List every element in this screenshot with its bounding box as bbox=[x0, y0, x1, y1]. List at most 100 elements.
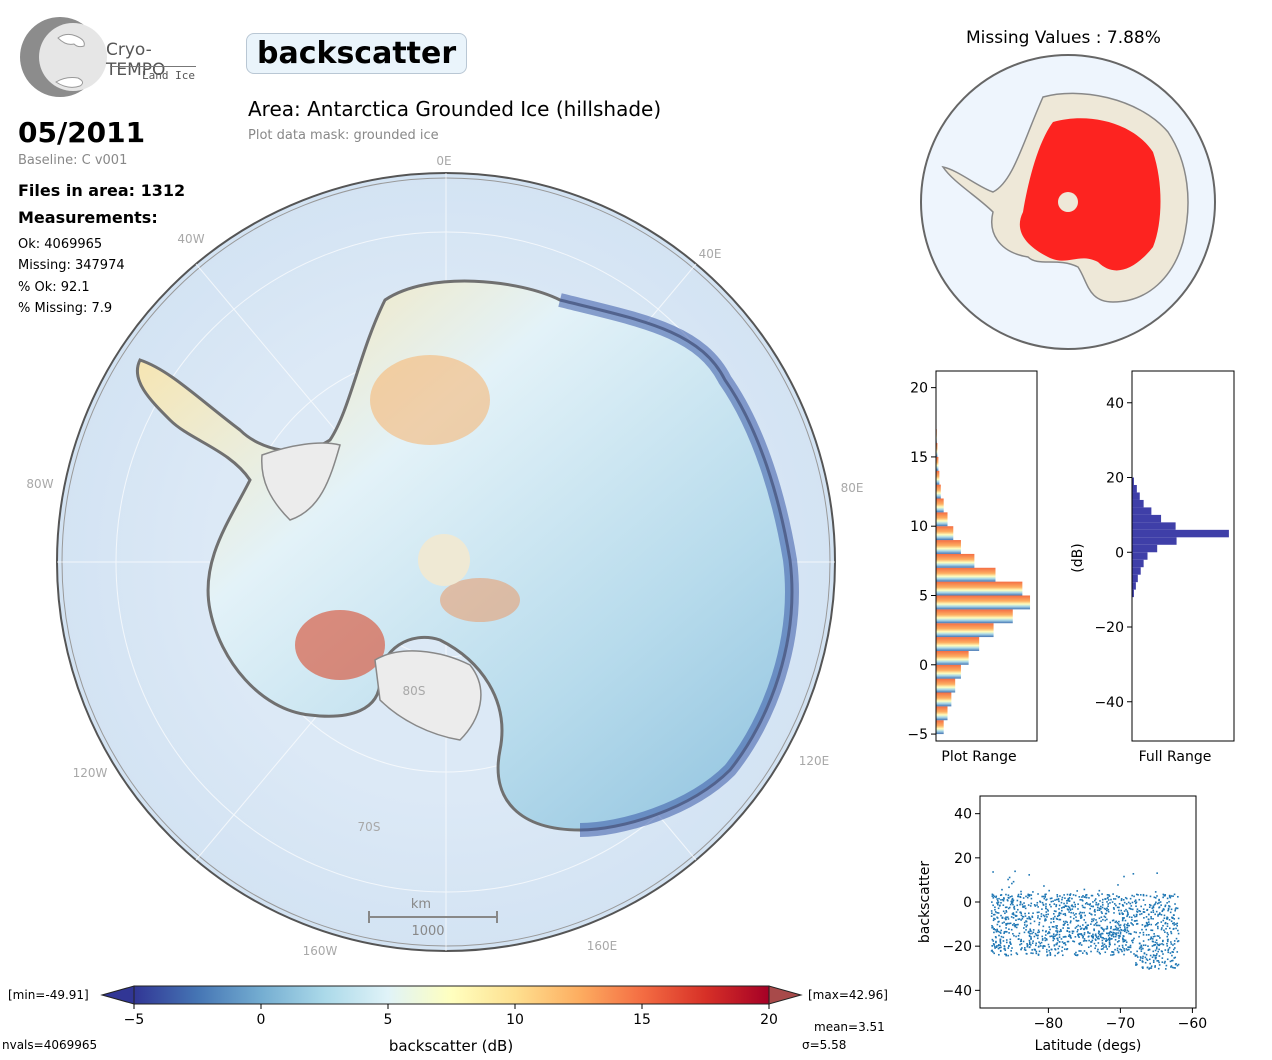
scatter-point bbox=[1128, 946, 1131, 948]
scatter-point bbox=[1137, 894, 1139, 896]
scatter-point bbox=[1164, 905, 1166, 908]
scatter-point bbox=[1166, 940, 1169, 943]
scatter-point bbox=[1118, 913, 1121, 915]
scatter-point bbox=[1062, 913, 1065, 916]
scatter-point bbox=[1098, 951, 1101, 954]
scatter-point bbox=[1015, 926, 1018, 929]
scatter-point bbox=[1120, 929, 1123, 931]
scatter-point bbox=[1001, 888, 1003, 891]
scatter-point bbox=[1000, 946, 1002, 949]
scatter-point bbox=[1095, 901, 1098, 904]
scatter-point bbox=[1082, 940, 1085, 942]
scatter-point bbox=[1013, 908, 1016, 910]
scatter-point bbox=[1086, 926, 1088, 929]
scatter-point bbox=[1051, 925, 1054, 928]
scatter-point bbox=[1028, 946, 1031, 949]
scatter-point bbox=[1125, 948, 1128, 950]
scatter-point bbox=[1011, 924, 1014, 926]
scatter-point bbox=[1064, 942, 1066, 944]
scatter-point bbox=[1113, 903, 1116, 905]
scatter-point bbox=[1045, 913, 1048, 916]
scatter-point bbox=[1147, 918, 1150, 921]
scatter-point bbox=[1021, 917, 1024, 920]
scatter-point bbox=[1078, 950, 1080, 952]
scatter-point bbox=[1154, 941, 1157, 944]
scatter-point bbox=[1139, 931, 1141, 934]
scatter-point bbox=[1014, 914, 1017, 917]
scatter-point bbox=[1053, 910, 1056, 912]
scatter-point bbox=[1166, 958, 1169, 961]
scatter-point bbox=[1161, 910, 1164, 913]
scatter-point bbox=[1115, 895, 1118, 897]
scatter-point bbox=[996, 930, 998, 932]
scatter-point bbox=[1038, 911, 1040, 914]
scatter-point bbox=[1177, 917, 1180, 920]
scatter-point bbox=[1022, 940, 1025, 943]
scatter-point bbox=[1083, 950, 1086, 952]
scatter-point bbox=[1123, 926, 1126, 928]
scatter-point bbox=[1094, 898, 1097, 900]
scatter-point bbox=[1135, 905, 1137, 908]
scatter-point bbox=[1128, 924, 1130, 927]
scatter-point bbox=[995, 946, 998, 949]
scatter-point bbox=[1173, 957, 1176, 959]
scatter-point bbox=[1035, 942, 1037, 945]
scatter-point bbox=[1156, 942, 1158, 944]
histogram-bar bbox=[936, 553, 975, 568]
scatter-point bbox=[1131, 939, 1133, 942]
scatter-point bbox=[1152, 906, 1155, 909]
scatter-point bbox=[1018, 932, 1021, 935]
scatter-point bbox=[1093, 928, 1095, 931]
scatter-point bbox=[1011, 898, 1013, 901]
histogram-bar bbox=[1132, 477, 1134, 485]
stat-pct-missing: % Missing: 7.9 bbox=[18, 301, 113, 316]
scatter-point bbox=[1117, 951, 1120, 953]
scatter-point bbox=[1139, 956, 1142, 958]
scatter-point bbox=[1029, 928, 1032, 931]
scatter-point bbox=[1058, 933, 1061, 936]
scatter-point bbox=[990, 910, 993, 912]
scatter-point bbox=[1011, 901, 1013, 904]
scatter-point bbox=[1000, 899, 1002, 901]
scatter-point bbox=[1036, 901, 1039, 904]
histogram-bar bbox=[936, 567, 996, 582]
scatter-point bbox=[1023, 902, 1025, 904]
scatter-point bbox=[1052, 933, 1055, 935]
histogram-bar bbox=[936, 456, 939, 471]
scatter-point bbox=[1063, 902, 1065, 905]
histogram-bar bbox=[936, 720, 944, 735]
scatter-point bbox=[1176, 924, 1178, 927]
scatter-point bbox=[1168, 919, 1171, 921]
histogram-bar bbox=[936, 637, 980, 651]
scatter-point bbox=[1052, 913, 1055, 915]
scatter-point bbox=[1163, 908, 1165, 911]
scatter-point bbox=[1057, 939, 1059, 942]
scatter-point bbox=[1124, 928, 1126, 931]
scatter-point bbox=[1149, 895, 1152, 898]
scatter-point bbox=[1103, 937, 1105, 940]
scatter-point bbox=[1165, 917, 1168, 920]
scatter-point bbox=[1093, 929, 1095, 932]
scatter-point bbox=[1171, 951, 1174, 953]
scatter-point bbox=[1088, 912, 1091, 914]
stat-missing: Missing: 347974 bbox=[18, 258, 125, 273]
scatter-point bbox=[1090, 894, 1093, 897]
scatter-point bbox=[1170, 965, 1173, 967]
scatter-point bbox=[1176, 940, 1179, 943]
scatter-point bbox=[1017, 934, 1020, 937]
scatter-point bbox=[1085, 951, 1088, 954]
scatter-point bbox=[1149, 958, 1151, 961]
scatter-point bbox=[1111, 937, 1113, 940]
scatter-point bbox=[1012, 899, 1015, 902]
scatter-point bbox=[992, 913, 995, 916]
scatter-point bbox=[1044, 934, 1047, 936]
scatter-point bbox=[1108, 939, 1111, 942]
scatter-point bbox=[1127, 922, 1129, 925]
files-label: Files in area: 1312 bbox=[18, 181, 186, 200]
scatter-point bbox=[1136, 911, 1139, 913]
scatter-point bbox=[1095, 936, 1098, 939]
scatter-point bbox=[1059, 918, 1062, 921]
scatter-point bbox=[1031, 942, 1034, 944]
scatter-point bbox=[1147, 923, 1149, 926]
scatter-point bbox=[1068, 931, 1071, 933]
